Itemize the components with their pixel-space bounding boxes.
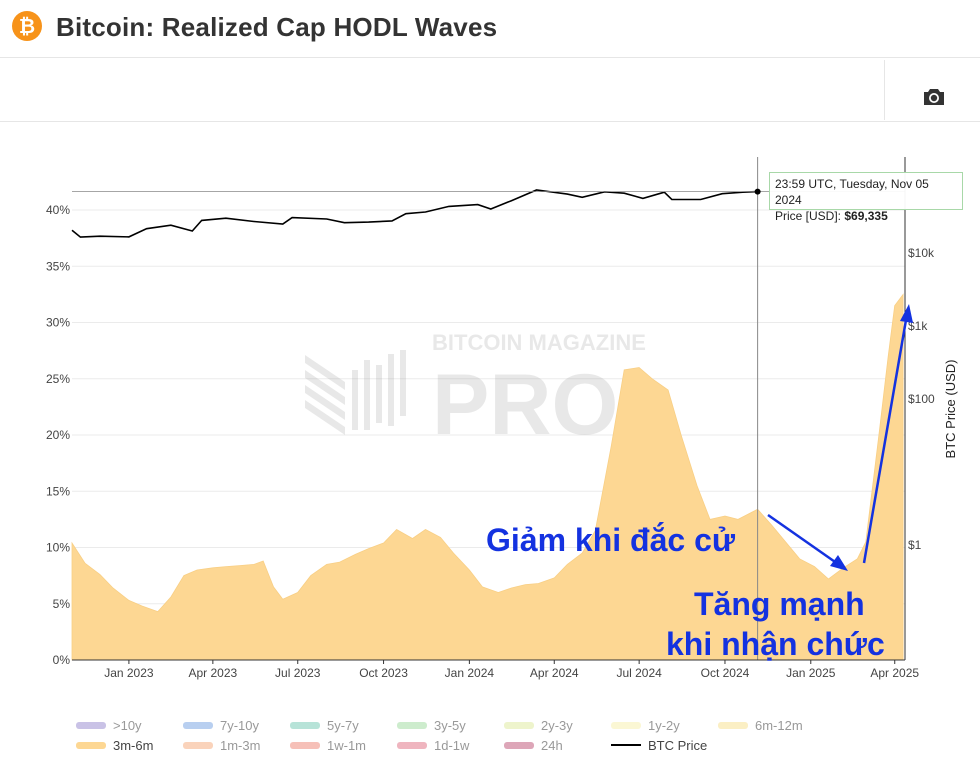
x-axis: Jan 2023 Apr 2023 Jul 2023 Oct 2023 Jan 2024… [72, 659, 919, 680]
legend-item[interactable]: 7y-10y [183, 716, 259, 734]
watermark-bars-icon [305, 350, 406, 435]
arrow-rise-line [862, 319, 908, 564]
y-tick-label: 35% [46, 259, 70, 273]
x-tick-label: Apr 2024 [530, 666, 579, 680]
legend-swatch [76, 741, 106, 749]
x-tick-label: Jan 2023 [104, 666, 154, 680]
x-tick-label: Jul 2024 [616, 666, 662, 680]
chart-toolbar [0, 58, 980, 122]
series-btc-price [71, 189, 758, 238]
btc-price-line [71, 189, 758, 238]
y-tick-label: 30% [46, 316, 70, 330]
legend-item[interactable]: >10y [76, 716, 142, 734]
legend-label: 1y-2y [648, 717, 680, 733]
y-right-axis-label: BTC Price (USD) [943, 360, 958, 459]
y-tick-label: 25% [46, 372, 70, 386]
watermark-line2: PRO [432, 357, 618, 453]
y-right-tick-label: $100 [908, 392, 935, 406]
x-tick-label: Apr 2025 [870, 666, 919, 680]
y-tick-label: 10% [46, 541, 70, 555]
legend-item[interactable]: 2y-3y [504, 716, 573, 734]
annotation-rise-line2: khi nhận chức [666, 626, 885, 662]
legend-swatch [183, 721, 213, 729]
annotation-rise-line1: Tăng mạnh [694, 586, 865, 622]
legend-swatch [397, 721, 427, 729]
bitcoin-logo-icon: ₿ [12, 11, 42, 41]
legend-label: 1d-1w [434, 737, 470, 753]
y-axis-right: $1 $100 $1k $10k BTC Price (USD) [904, 157, 958, 660]
y-right-tick-label: $1 [908, 538, 922, 552]
arrow-rise-head [900, 304, 913, 323]
legend-swatch [76, 721, 106, 729]
x-tick-label: Jul 2023 [275, 666, 321, 680]
legend-item[interactable]: 5y-7y [290, 716, 359, 734]
crosshair [72, 157, 905, 660]
y-tick-label: 0% [53, 653, 71, 667]
camera-icon[interactable] [923, 88, 945, 106]
legend-label: 7y-10y [220, 717, 260, 733]
y-tick-label: 5% [53, 597, 71, 611]
legend-item[interactable]: 3y-5y [397, 716, 466, 734]
legend-item[interactable]: 6m-12m [718, 716, 803, 734]
header: ₿ Bitcoin: Realized Cap HODL Waves [0, 0, 980, 58]
annotation-fall: Giảm khi đắc cử [486, 522, 736, 558]
legend-swatch [290, 721, 320, 729]
legend-swatch [397, 741, 427, 749]
legend-label: 6m-12m [755, 717, 803, 733]
y-right-tick-label: $1k [908, 319, 928, 333]
x-tick-label: Oct 2024 [701, 666, 750, 680]
series-3m-6m [71, 293, 904, 661]
chart-area[interactable]: BITCOIN MAGAZINE PRO Jan 2023 Apr 2023 Jul… [0, 122, 980, 702]
page-title: Bitcoin: Realized Cap HODL Waves [56, 12, 498, 42]
x-tick-label: Oct 2023 [359, 666, 408, 680]
arrow-fall-head [830, 555, 848, 571]
price-tooltip: 23:59 UTC, Tuesday, Nov 05 2024 Price [U… [769, 172, 963, 223]
legend-label: 2y-3y [541, 717, 573, 733]
legend-label: 24h [541, 737, 563, 753]
legend-label: 5y-7y [327, 717, 359, 733]
y-tick-label: 40% [46, 203, 70, 217]
area-3m-6m [71, 293, 904, 661]
legend-item[interactable]: 24h [504, 736, 563, 754]
tooltip-price: Price [USD]: $69,335 [775, 209, 888, 223]
toolbar-divider [884, 60, 885, 120]
legend-swatch [718, 721, 748, 729]
y-right-tick-label: $10k [908, 246, 935, 260]
legend-label: BTC Price [648, 737, 708, 753]
legend-item[interactable]: 3m-6m [76, 736, 153, 754]
legend-item[interactable]: 1m-3m [183, 736, 260, 754]
annotation-arrows [767, 304, 913, 571]
watermark: BITCOIN MAGAZINE PRO [305, 330, 646, 453]
legend-item[interactable]: BTC Price [611, 736, 707, 754]
y-axis-left: 0% 5% 10% 15% 20% 25% 30% 35% 40% [46, 203, 70, 667]
legend-item[interactable]: 1w-1m [290, 736, 366, 754]
legend-swatch [183, 741, 213, 749]
x-tick-label: Jan 2025 [786, 666, 836, 680]
legend-label: 3y-5y [434, 717, 466, 733]
legend-label: 1w-1m [327, 737, 367, 753]
chart-legend: >10y 7y-10y 5y-7y 3y-5y 2y-3y 1y-2y 6m-12m 3m-6… [76, 716, 956, 762]
x-tick-label: Jan 2024 [445, 666, 495, 680]
legend-swatch [504, 741, 534, 749]
tooltip-time: 23:59 UTC, Tuesday, Nov 05 2024 [775, 177, 929, 207]
legend-swatch [504, 721, 534, 729]
legend-swatch [611, 721, 641, 729]
legend-swatch [611, 744, 641, 746]
legend-label: 1m-3m [220, 737, 261, 753]
legend-item[interactable]: 1d-1w [397, 736, 469, 754]
legend-label: 3m-6m [113, 737, 154, 753]
arrow-fall-line [767, 513, 839, 566]
legend-label: >10y [113, 717, 142, 733]
hodl-waves-chart: BITCOIN MAGAZINE PRO Jan 2023 Apr 2023 Jul… [46, 157, 958, 680]
crosshair-point [754, 188, 761, 195]
y-tick-label: 15% [46, 484, 70, 498]
legend-swatch [290, 741, 320, 749]
watermark-line1: BITCOIN MAGAZINE [432, 330, 646, 355]
x-tick-label: Apr 2023 [189, 666, 238, 680]
legend-item[interactable]: 1y-2y [611, 716, 680, 734]
y-tick-label: 20% [46, 428, 70, 442]
